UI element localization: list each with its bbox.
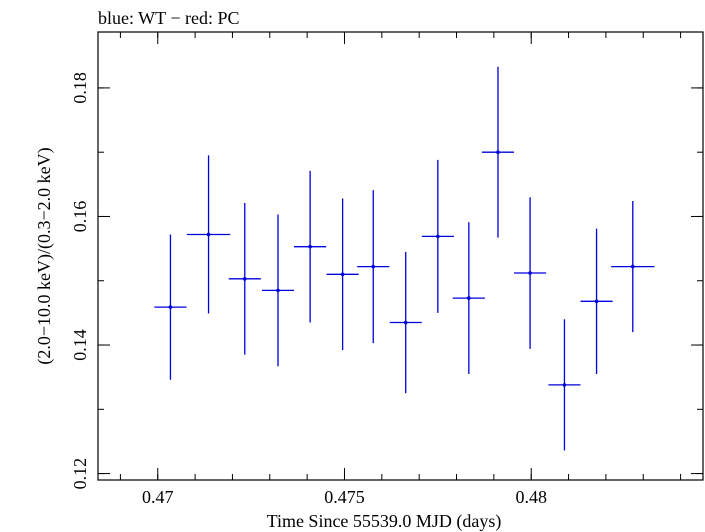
point-marker: [276, 288, 280, 293]
point-marker: [168, 305, 173, 309]
data-point: [481, 66, 515, 238]
data-point: [421, 159, 454, 313]
y-axis-label: (2.0−10.0 keV)/(0.3−2.0 keV): [34, 147, 55, 364]
data-point: [186, 155, 231, 314]
point-marker: [308, 244, 312, 249]
point-marker: [594, 299, 599, 304]
y-tick-label: 0.16: [70, 201, 90, 233]
point-marker: [630, 264, 635, 269]
point-marker: [496, 150, 500, 154]
point-marker: [340, 272, 345, 277]
data-point: [326, 198, 359, 351]
data-point: [580, 228, 613, 374]
x-axis-ticks: 0.47 0.475 0.48: [119, 32, 682, 507]
point-marker: [562, 383, 567, 387]
data-point: [611, 201, 655, 333]
point-marker: [206, 232, 211, 237]
x-tick-label: 0.47: [142, 487, 174, 507]
plot-frame: [97, 31, 704, 481]
data-point: [154, 234, 187, 380]
y-axis-ticks: 0.12 0.14 0.16 0.18: [70, 72, 703, 489]
y-tick-label: 0.14: [70, 329, 90, 361]
data-series: [154, 66, 655, 451]
x-tick-label: 0.48: [515, 487, 547, 507]
point-marker: [242, 277, 247, 281]
data-point: [452, 222, 485, 374]
data-point: [228, 202, 261, 355]
y-tick-label: 0.18: [70, 72, 90, 104]
point-marker: [403, 320, 408, 325]
data-point: [357, 190, 390, 344]
data-point: [294, 170, 327, 323]
data-point: [548, 319, 581, 451]
data-point: [389, 251, 422, 394]
point-marker: [436, 234, 440, 239]
data-point: [261, 214, 295, 367]
x-axis-label: Time Since 55539.0 MJD (days): [267, 511, 502, 532]
point-marker: [467, 296, 471, 300]
x-tick-label: 0.475: [324, 487, 365, 507]
data-point: [514, 197, 547, 349]
point-marker: [371, 264, 376, 269]
point-marker: [528, 271, 532, 275]
y-tick-label: 0.12: [70, 458, 90, 490]
chart-title: blue: WT − red: PC: [98, 8, 239, 28]
